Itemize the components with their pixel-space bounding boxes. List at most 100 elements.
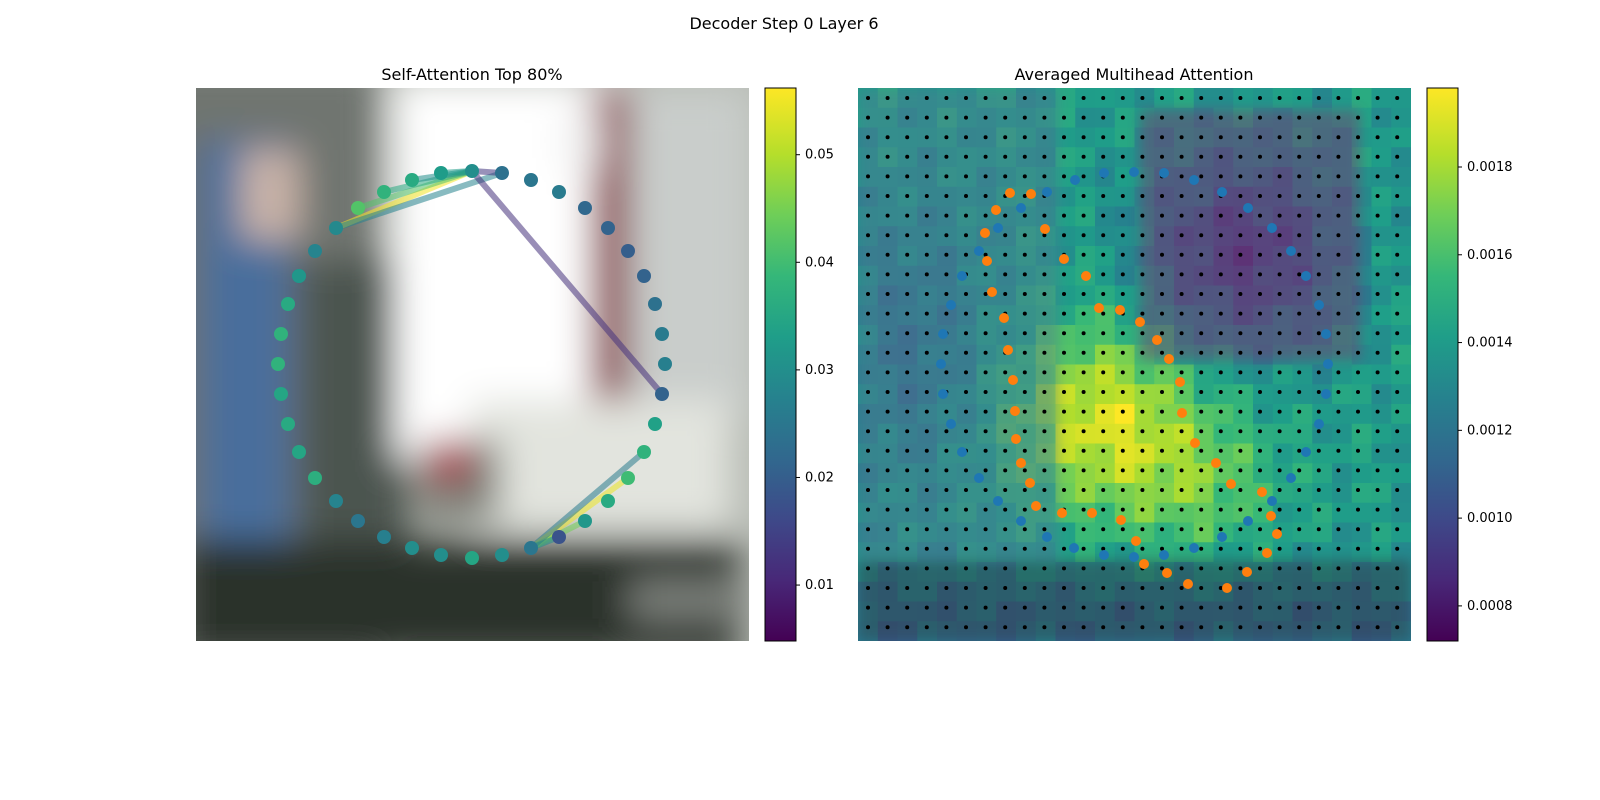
grid-point xyxy=(1062,409,1066,414)
grid-point xyxy=(1120,96,1125,100)
heatmap-cell xyxy=(1193,404,1215,425)
grid-point xyxy=(1258,154,1262,159)
grid-point xyxy=(1238,96,1243,100)
grid-point xyxy=(924,625,929,630)
grid-point xyxy=(924,566,929,571)
blue-point xyxy=(1301,447,1311,457)
grid-point xyxy=(1375,272,1380,277)
grid-point xyxy=(1022,311,1027,316)
blue-point xyxy=(938,329,948,339)
grid-point xyxy=(1042,468,1047,473)
grid-point xyxy=(1258,527,1262,532)
grid-point xyxy=(1101,566,1106,571)
grid-point xyxy=(905,370,910,375)
heatmap-cell xyxy=(1391,423,1411,445)
grid-point xyxy=(885,213,890,218)
heatmap-cell xyxy=(1114,206,1136,227)
blue-point xyxy=(946,300,956,310)
grid-point xyxy=(905,252,910,257)
grid-point xyxy=(944,527,949,532)
grid-point xyxy=(1238,213,1243,218)
heatmap-cell xyxy=(1095,404,1116,425)
grid-point xyxy=(905,331,910,336)
grid-point xyxy=(1316,527,1321,532)
grid-point xyxy=(1140,507,1145,512)
grid-point xyxy=(1101,625,1106,630)
orange-point xyxy=(1242,567,1252,577)
grid-point xyxy=(1297,272,1302,277)
grid-point xyxy=(964,429,968,434)
blue-point xyxy=(938,389,948,399)
grid-point xyxy=(1140,213,1145,218)
heatmap-cell xyxy=(1095,443,1116,464)
grid-point xyxy=(1022,527,1027,532)
grid-point xyxy=(1277,213,1282,218)
grid-point xyxy=(1336,546,1341,551)
grid-point xyxy=(1120,135,1125,140)
grid-point xyxy=(1395,350,1400,355)
contour-point xyxy=(274,387,288,401)
grid-point xyxy=(1218,527,1223,532)
grid-point xyxy=(1258,194,1262,198)
grid-point xyxy=(1277,566,1282,571)
grid-point xyxy=(1120,194,1125,198)
grid-point xyxy=(1218,135,1223,140)
grid-point xyxy=(1258,605,1262,610)
heatmap-cell xyxy=(1332,502,1353,524)
grid-point xyxy=(1199,115,1204,120)
grid-point xyxy=(1258,292,1262,296)
blue-point xyxy=(1099,550,1109,560)
heatmap-cell xyxy=(1312,542,1333,563)
grid-point xyxy=(1297,468,1302,473)
orange-point xyxy=(980,228,990,238)
grid-point xyxy=(1062,566,1066,571)
grid-point xyxy=(1375,605,1380,610)
grid-point xyxy=(1081,311,1086,316)
heatmap-cell xyxy=(1272,542,1294,563)
heatmap-cell xyxy=(1391,463,1411,484)
grid-point xyxy=(944,154,949,159)
grid-point xyxy=(866,448,870,453)
grid-point xyxy=(1356,350,1360,355)
orange-point xyxy=(1226,479,1236,489)
grid-point xyxy=(1081,115,1086,120)
grid-point xyxy=(866,115,870,120)
heatmap-cell xyxy=(1371,443,1392,464)
grid-point xyxy=(885,546,890,551)
heatmap-cell xyxy=(1351,463,1373,484)
grid-point xyxy=(1081,370,1086,375)
contour-point xyxy=(552,530,566,544)
grid-point xyxy=(964,488,968,492)
contour-point xyxy=(655,327,669,341)
grid-point xyxy=(1258,174,1262,179)
grid-point xyxy=(1395,174,1400,179)
grid-point xyxy=(1297,586,1302,590)
grid-point xyxy=(1316,96,1321,100)
grid-point xyxy=(924,194,929,198)
heatmap-cell xyxy=(1312,502,1333,524)
grid-point xyxy=(1258,331,1262,336)
grid-point xyxy=(983,311,988,316)
grid-point xyxy=(1277,194,1282,198)
grid-point xyxy=(1218,252,1223,257)
heatmap-cell xyxy=(1134,463,1155,484)
heatmap-cell xyxy=(1055,384,1076,405)
grid-point xyxy=(1375,350,1380,355)
grid-point xyxy=(944,96,949,100)
colorbar-self-attention-gradient xyxy=(764,87,797,642)
heatmap-cell xyxy=(1055,344,1076,366)
grid-point xyxy=(1003,468,1008,473)
heatmap-cell xyxy=(1114,325,1136,346)
grid-point xyxy=(866,194,870,198)
grid-point xyxy=(1277,311,1282,316)
grid-point xyxy=(1375,252,1380,257)
grid-point xyxy=(924,252,929,257)
grid-point xyxy=(1081,213,1086,218)
grid-point xyxy=(1160,135,1164,140)
blue-point xyxy=(1321,389,1331,399)
grid-point xyxy=(1179,135,1184,140)
heatmap-cell xyxy=(1391,344,1411,366)
heatmap-cell xyxy=(1332,423,1353,445)
grid-point xyxy=(1375,586,1380,590)
contour-point xyxy=(434,548,448,562)
